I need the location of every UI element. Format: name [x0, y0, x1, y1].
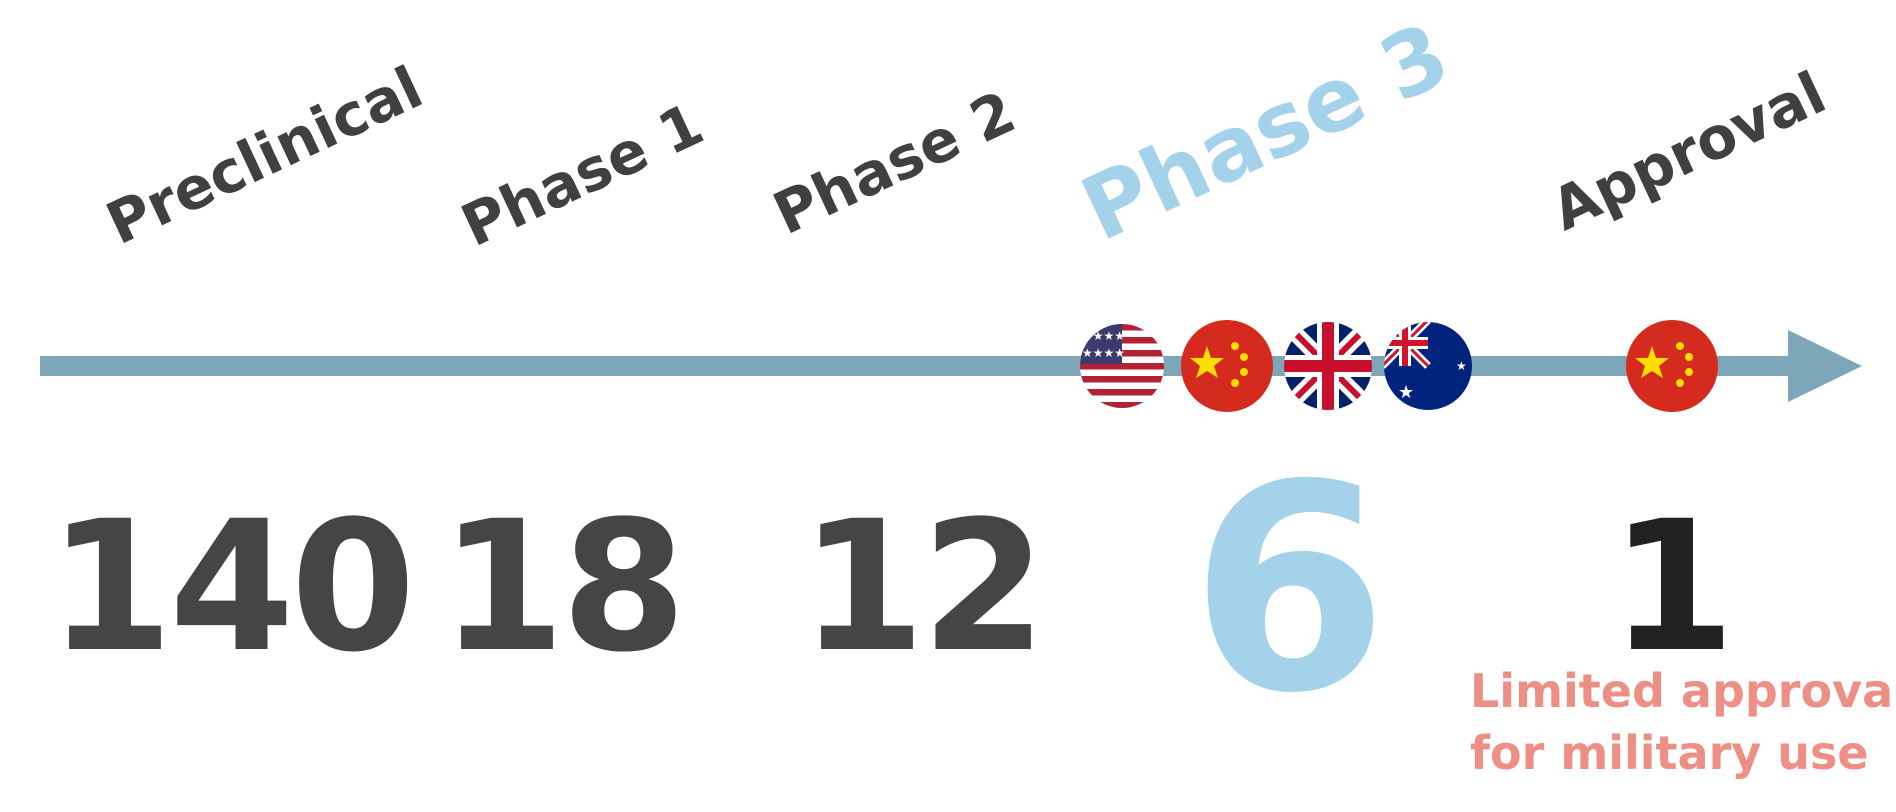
timeline-arrowhead [1788, 330, 1862, 402]
us-flag-icon: ★★★★ ★★★★ [1080, 324, 1164, 408]
svg-text:★★★★: ★★★★ [1082, 329, 1125, 343]
uk-flag-icon [1284, 322, 1372, 410]
svg-text:★★★★: ★★★★ [1082, 346, 1125, 360]
count-phase3: 6 [1190, 424, 1389, 756]
svg-text:★: ★ [1456, 359, 1467, 373]
count-approval: 1 [1610, 483, 1736, 692]
count-preclinical: 140 [48, 483, 416, 692]
china-flag-icon [1181, 320, 1273, 412]
china-flag-icon [1626, 320, 1718, 412]
count-phase2: 12 [800, 483, 1046, 692]
svg-text:★: ★ [1398, 382, 1414, 403]
approval-note-line2: for military use [1470, 726, 1869, 780]
approval-note: Limited approval for military use [1470, 660, 1896, 784]
australia-flag-icon: ★ ★ [1384, 322, 1472, 410]
approval-note-line1: Limited approval [1470, 664, 1896, 718]
count-phase1: 18 [440, 483, 686, 692]
timeline-shaft [40, 356, 1800, 376]
